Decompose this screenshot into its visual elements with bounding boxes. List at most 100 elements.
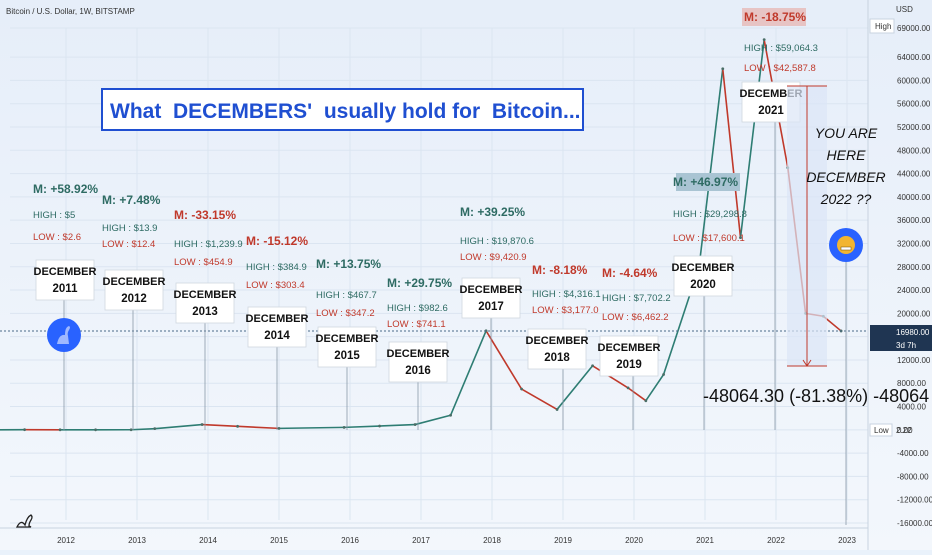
month-change-label: M: +13.75% [316, 257, 381, 271]
december-year: 2013 [192, 306, 218, 318]
price-point [236, 425, 239, 428]
y-tick-label: 60000.00 [897, 76, 931, 85]
month-high-label: HIGH : $4,316.1 [532, 289, 601, 300]
price-point [23, 428, 26, 431]
month-change-label: M: +46.97% [673, 175, 738, 189]
y-tick-label: -8000.00 [897, 472, 929, 481]
price-tag: 16980.00 [896, 328, 930, 337]
low-tag: Low [874, 426, 889, 435]
y-tick-label: 40000.00 [897, 193, 931, 202]
grimace-teeth-icon [841, 247, 851, 250]
month-low-label: LOW : $12.4 [102, 239, 155, 250]
month-high-label: HIGH : $5 [33, 210, 75, 221]
y-tick-label: -12000.00 [897, 496, 932, 505]
december-year: 2015 [334, 350, 360, 362]
month-change-label: M: +39.25% [460, 205, 525, 219]
december-label: DECEMBER [526, 335, 589, 347]
month-high-label: HIGH : $29,298.8 [673, 209, 747, 220]
y-tick-label: -16000.00 [897, 519, 932, 528]
december-year: 2017 [478, 301, 504, 313]
price-point [278, 427, 281, 430]
month-high-label: HIGH : $1,239.9 [174, 239, 243, 250]
december-label: DECEMBER [387, 348, 450, 360]
price-point [763, 38, 766, 41]
x-tick-label: 2023 [838, 536, 856, 545]
december-year: 2012 [121, 293, 147, 305]
month-high-label: HIGH : $59,064.3 [744, 43, 818, 54]
month-low-label: LOW : $454.9 [174, 257, 233, 268]
y-tick-label: -4000.00 [897, 449, 929, 458]
x-tick-label: 2015 [270, 536, 288, 545]
y-tick-label: 36000.00 [897, 216, 931, 225]
you-are-here-text: HERE [827, 147, 867, 163]
price-point [721, 67, 724, 70]
x-tick-label: 2014 [199, 536, 217, 545]
december-year: 2019 [616, 359, 642, 371]
month-high-label: HIGH : $13.9 [102, 223, 157, 234]
you-are-here-text: 2022 ?? [820, 191, 872, 207]
grimace-face-icon [837, 236, 855, 254]
december-label: DECEMBER [460, 284, 523, 296]
month-low-label: LOW : $17,600.1 [673, 233, 745, 244]
december-year: 2021 [758, 105, 784, 117]
y-tick-label: 52000.00 [897, 123, 931, 132]
x-tick-label: 2020 [625, 536, 643, 545]
price-point [153, 427, 156, 430]
december-label: DECEMBER [103, 276, 166, 288]
price-point [644, 399, 647, 402]
headline-text: What DECEMBERS' usually hold for Bitcoin… [110, 100, 581, 123]
high-tag: High [875, 22, 891, 31]
december-year: 2014 [264, 330, 290, 342]
price-point [201, 423, 204, 426]
price-point [130, 428, 133, 431]
y-tick-label: 12000.00 [897, 356, 931, 365]
month-high-label: HIGH : $982.6 [387, 303, 448, 314]
y-tick-label: 69000.00 [897, 24, 931, 33]
symbol-header: Bitcoin / U.S. Dollar, 1W, BITSTAMP [6, 7, 135, 16]
y-tick-label: 20000.00 [897, 309, 931, 318]
month-change-label: M: -33.15% [174, 208, 236, 222]
month-change-label: M: +58.92% [33, 182, 98, 196]
measure-label: -48064.30 (-81.38%) -48064 [703, 386, 929, 406]
december-year: 2020 [690, 279, 716, 291]
december-year: 2016 [405, 365, 431, 377]
month-change-label: M: -18.75% [744, 10, 806, 24]
x-tick-label: 2017 [412, 536, 430, 545]
december-label: DECEMBER [672, 262, 735, 274]
low-value: 2.22 [896, 426, 912, 435]
december-label: DECEMBER [316, 333, 379, 345]
month-low-label: LOW : $9,420.9 [460, 252, 527, 263]
price-point [591, 364, 594, 367]
price-point [94, 428, 97, 431]
x-tick-label: 2016 [341, 536, 359, 545]
price-point [662, 373, 665, 376]
y-tick-label: 64000.00 [897, 53, 931, 62]
december-label: DECEMBER [598, 342, 661, 354]
price-point [378, 425, 381, 428]
month-change-label: M: +7.48% [102, 193, 161, 207]
december-label: DECEMBER [174, 289, 237, 301]
x-tick-label: 2018 [483, 536, 501, 545]
month-high-label: HIGH : $384.9 [246, 262, 307, 273]
month-low-label: LOW : $3,177.0 [532, 305, 599, 316]
x-tick-label: 2019 [554, 536, 572, 545]
december-label: DECEMBER [246, 313, 309, 325]
month-high-label: HIGH : $7,702.2 [602, 293, 671, 304]
countdown-tag: 3d 7h [896, 341, 916, 350]
month-low-label: LOW : $303.4 [246, 280, 305, 291]
month-low-label: LOW : $6,462.2 [602, 312, 669, 323]
price-point [59, 428, 62, 431]
y-tick-label: 56000.00 [897, 100, 931, 109]
month-high-label: HIGH : $467.7 [316, 290, 377, 301]
month-low-label: LOW : $347.2 [316, 308, 375, 319]
month-low-label: LOW : $42,587.8 [744, 63, 816, 74]
month-change-label: M: -4.64% [602, 266, 658, 280]
x-tick-label: 2013 [128, 536, 146, 545]
x-tick-label: 2021 [696, 536, 714, 545]
y-tick-label: 48000.00 [897, 146, 931, 155]
december-year: 2018 [544, 352, 570, 364]
y-tick-label: 28000.00 [897, 263, 931, 272]
december-label: DECEMBER [34, 266, 97, 278]
price-segment [279, 427, 344, 428]
